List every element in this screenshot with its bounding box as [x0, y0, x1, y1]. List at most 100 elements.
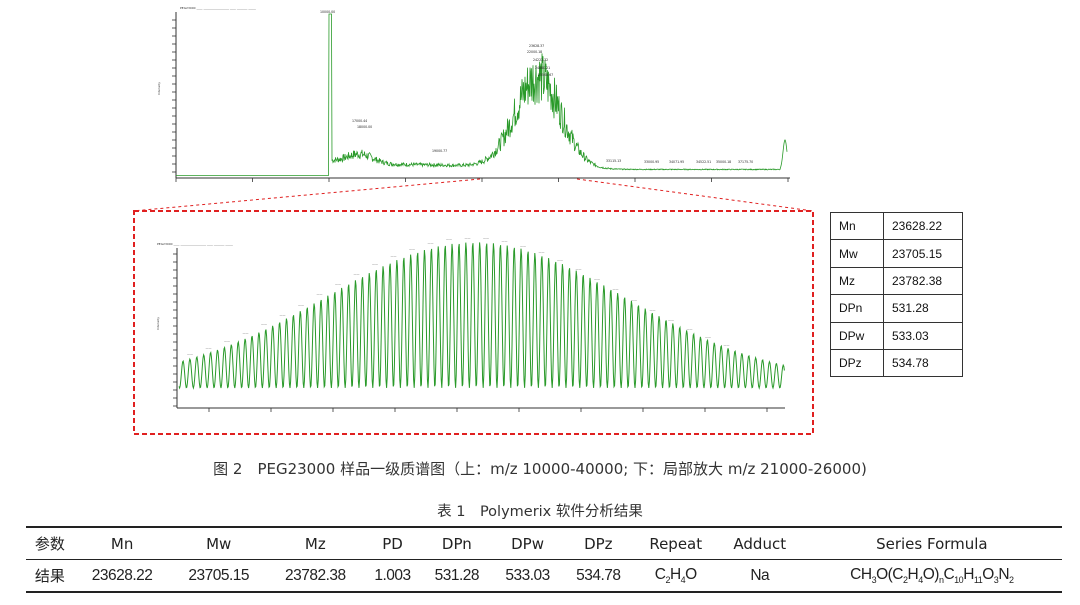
peak-label: 23628.37: [529, 44, 544, 48]
repeat-value: C2H4O: [654, 565, 698, 586]
stat-value: 531.28: [883, 294, 963, 323]
stat-key: Mz: [830, 266, 884, 296]
col-header: Series Formula: [876, 534, 988, 553]
peak-label: ——: [594, 277, 600, 281]
peak-label: ——: [280, 313, 286, 317]
stats-row: Mz 23782.38: [830, 266, 963, 296]
stat-value: 534.78: [883, 348, 963, 378]
dpw-value: 533.03: [505, 566, 550, 584]
col-header: DPn: [441, 534, 472, 553]
peak-label: 35000.18: [716, 160, 731, 164]
stats-row: DPz 534.78: [830, 348, 963, 378]
peak-label: 17000.44: [352, 119, 367, 123]
y-axis-title: Intensity: [157, 82, 161, 95]
stats-row: Mw 23705.15: [830, 239, 963, 268]
peak-label: ——: [520, 244, 526, 248]
peak-label: ——: [372, 262, 378, 266]
spectrum-trace: [178, 242, 785, 390]
peak-labels: 10000.00 17000.44 18000.00 19000.77 23628.37…: [320, 10, 753, 164]
stat-key: DPw: [830, 321, 884, 350]
peak-label: ——: [261, 322, 267, 326]
peak-label: ——: [483, 237, 489, 241]
peak-label: ——: [446, 238, 452, 242]
peak-label: ——: [613, 287, 619, 291]
peak-label: 10000.00: [320, 10, 335, 14]
peak-label: ——: [391, 254, 397, 258]
col-header: DPw: [511, 534, 544, 553]
y-axis-title: Intensity: [156, 317, 160, 330]
stat-key: Mn: [830, 211, 884, 241]
peak-label: ——: [354, 272, 360, 276]
stats-row: DPw 533.03: [830, 321, 963, 350]
stat-key: Mw: [830, 239, 884, 268]
peak-label: ——: [465, 236, 471, 240]
y-ticks: [172, 19, 176, 173]
peak-label: 22000.18: [527, 50, 542, 54]
col-header: Mz: [304, 534, 326, 553]
mz-value: 23782.38: [284, 566, 346, 584]
mn-value: 23628.22: [91, 566, 153, 584]
peak-label: 24880.21: [535, 66, 550, 70]
col-header: PD: [382, 534, 403, 553]
zoom-connector: [132, 178, 814, 212]
peak-label: ——: [243, 331, 249, 335]
stat-value: 23628.22: [883, 211, 963, 241]
header-row: 参数 Mn Mw Mz PD DPn DPw DPz Repeat Adduct…: [26, 527, 1062, 560]
full-range-spectrum: Intensity 10000.00 17000.44 18000.00 19000.…: [157, 6, 790, 182]
dpz-value: 534.78: [576, 566, 621, 584]
results-table: 参数 Mn Mw Mz PD DPn DPw DPz Repeat Adduct…: [26, 526, 1062, 593]
stat-value: 23705.15: [883, 239, 963, 268]
table-caption: 表 1 Polymerix 软件分析结果: [437, 504, 643, 520]
stat-value: 23782.38: [883, 266, 963, 296]
peak-label: ——: [539, 250, 545, 254]
table-row: 结果 23628.22 23705.15 23782.38 1.003 531.…: [26, 560, 1062, 592]
peak-label: ——: [224, 339, 230, 343]
stats-row: DPn 531.28: [830, 294, 963, 323]
peak-label: 24222.32: [533, 58, 548, 62]
col-header: 参数: [34, 535, 65, 553]
peak-label: ——: [576, 267, 582, 271]
peak-label: ——: [317, 293, 323, 297]
peak-label: ——: [502, 239, 508, 243]
mw-value: 23705.15: [188, 566, 250, 584]
adduct-value: Na: [750, 566, 770, 584]
col-header: DPz: [584, 534, 613, 553]
col-header: Adduct: [733, 534, 787, 553]
peak-label: 19000.77: [432, 149, 447, 153]
peak-label: 25500.67: [538, 73, 553, 77]
peak-label: 33115.13: [606, 159, 621, 163]
stats-row: Mn 23628.22: [830, 211, 963, 241]
peak-label: 18000.00: [357, 125, 372, 129]
stat-value: 533.03: [883, 321, 963, 350]
spectrum-trace: [176, 13, 788, 176]
col-header: Repeat: [649, 534, 703, 553]
pd-value: 1.003: [374, 566, 411, 584]
stats-table: Mn 23628.22 Mw 23705.15 Mz 23782.38 DPn 531.…: [830, 211, 963, 378]
stat-key: DPz: [830, 348, 884, 378]
peak-label: ——: [187, 352, 193, 356]
peak-labels: —— —— —— —— —— —— —— —— —— —— —— —— —— —— —— —— —— —— —— ——…: [187, 236, 730, 356]
peak-label: ——: [298, 303, 304, 307]
zoom-frame: [133, 210, 814, 435]
peak-label: 37175.70: [738, 160, 753, 164]
peak-label: 34071.95: [669, 160, 684, 164]
row-label: 结果: [34, 567, 65, 585]
header-line: PEG23000 ____ _________________ ____ ___…: [180, 6, 256, 10]
zoom-spectrum: Intensity ——————————————————————————————…: [133, 210, 814, 435]
stat-key: DPn: [830, 294, 884, 323]
peak-label: 34522.51: [696, 160, 711, 164]
col-header: Mn: [110, 534, 134, 553]
figure-caption: 图 2 PEG23000 样品一级质谱图（上：m/z 10000-40000; …: [213, 460, 867, 478]
col-header: Mw: [206, 534, 232, 553]
peak-label: ——: [668, 318, 674, 322]
peak-label: ——: [206, 346, 212, 350]
peak-label: ——: [705, 335, 711, 339]
peak-label: ——: [335, 282, 341, 286]
formula-value: CH3O(C2H4O)nC10H11O3N2: [850, 565, 1014, 586]
peak-label: ——: [724, 343, 730, 347]
peak-label: ——: [557, 258, 563, 262]
x-ticks: [208, 408, 768, 412]
peak-label: ——: [409, 247, 415, 251]
header-line: PEG23000 ____ _________________ ____ ___…: [157, 242, 233, 246]
peak-label: ——: [631, 298, 637, 302]
